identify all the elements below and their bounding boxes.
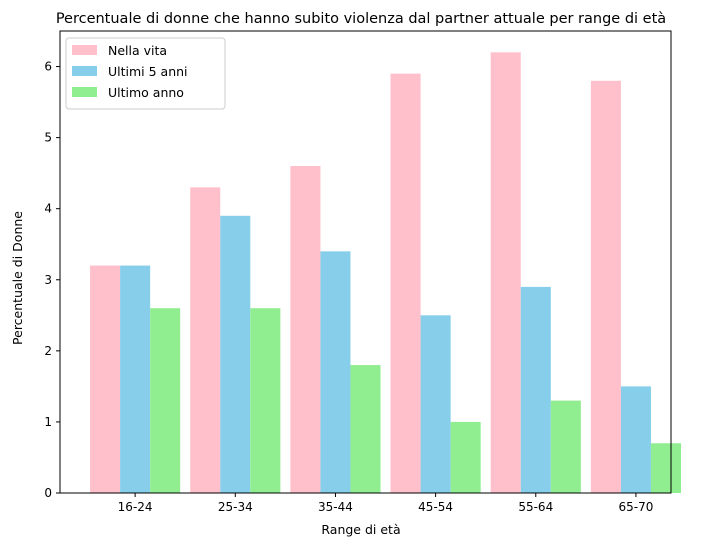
x-tick-label: 65-70 — [619, 500, 654, 514]
y-tick-label: 6 — [44, 60, 52, 74]
x-tick-label: 16-24 — [118, 500, 153, 514]
bar-nella-vita-65-70 — [590, 80, 621, 493]
legend: Nella vita Ultimi 5 anni Ultimo anno — [65, 37, 226, 110]
bar-nella-vita-55-64 — [490, 52, 521, 493]
bar-ultimo-anno-65-70 — [650, 443, 682, 493]
bar-ultimo-anno-35-44 — [350, 365, 381, 493]
bar-ultimi-5-anni-45-54 — [420, 315, 451, 493]
bar-ultimi-5-anni-25-34 — [220, 215, 251, 494]
legend-label: Nella vita — [108, 43, 167, 58]
x-axis-label: Range di età — [321, 522, 400, 537]
legend-label: Ultimo anno — [108, 85, 184, 100]
bar-ultimo-anno-45-54 — [450, 421, 481, 493]
bar-ultimi-5-anni-65-70 — [620, 386, 651, 493]
legend-box — [65, 37, 226, 110]
x-tick-label: 35-44 — [318, 500, 353, 514]
plot-frame — [59, 30, 672, 494]
y-tick-label: 1 — [44, 415, 52, 429]
y-tick-label: 4 — [44, 202, 52, 216]
x-tick-label: 25-34 — [218, 500, 253, 514]
y-tick-label: 3 — [44, 273, 52, 287]
axes-layer: 16-24 25-34 35-44 45-54 55-64 65-70 0 1 2 3 4 5 6 — [44, 30, 672, 514]
bars-layer — [90, 52, 682, 494]
legend-swatch — [72, 66, 97, 76]
x-tick-label: 55-64 — [518, 500, 553, 514]
y-axis-label: Percentuale di Donne — [10, 211, 25, 345]
bar-ultimo-anno-55-64 — [550, 400, 581, 493]
bar-ultimi-5-anni-35-44 — [320, 251, 351, 493]
bar-ultimo-anno-16-24 — [150, 308, 181, 493]
y-tick-label: 5 — [44, 131, 52, 145]
y-tick-label: 2 — [44, 344, 52, 358]
bar-ultimi-5-anni-16-24 — [120, 265, 151, 493]
bar-ultimi-5-anni-55-64 — [520, 286, 551, 493]
chart-title: Percentuale di donne che hanno subito vi… — [56, 11, 666, 27]
bar-nella-vita-45-54 — [390, 73, 421, 494]
y-tick-label: 0 — [44, 486, 52, 500]
bar-nella-vita-25-34 — [190, 187, 221, 493]
legend-label: Ultimi 5 anni — [108, 64, 188, 79]
legend-swatch — [72, 45, 97, 55]
x-tick-label: 45-54 — [418, 500, 453, 514]
bar-nella-vita-16-24 — [90, 265, 121, 493]
bar-nella-vita-35-44 — [290, 166, 321, 494]
bar-ultimo-anno-25-34 — [250, 308, 281, 493]
legend-swatch — [72, 87, 97, 97]
